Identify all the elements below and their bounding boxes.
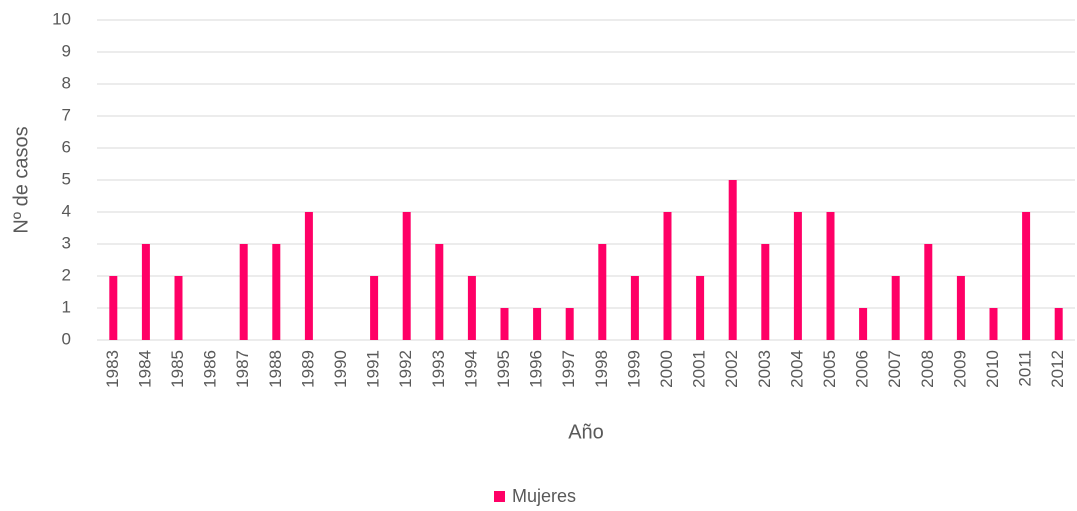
bar xyxy=(533,308,542,340)
legend-swatch xyxy=(494,491,505,502)
x-tick-label: 1994 xyxy=(461,350,480,388)
x-tick-label: 2000 xyxy=(657,350,676,388)
y-tick-label: 6 xyxy=(62,137,71,156)
x-tick-label: 2008 xyxy=(918,350,937,388)
x-tick-label: 1986 xyxy=(201,350,220,388)
x-tick-label: 2011 xyxy=(1016,350,1035,387)
bar xyxy=(956,276,965,340)
bar xyxy=(304,212,313,340)
bar xyxy=(598,244,607,340)
legend-label: Mujeres xyxy=(512,486,576,506)
bar xyxy=(663,212,672,340)
bar xyxy=(1022,212,1031,340)
bar xyxy=(859,308,868,340)
bar xyxy=(761,244,770,340)
y-tick-label: 4 xyxy=(62,201,71,220)
x-tick-label: 1997 xyxy=(559,350,578,388)
bar xyxy=(696,276,705,340)
x-tick-label: 2004 xyxy=(787,350,806,388)
x-tick-label: 1984 xyxy=(135,350,154,388)
x-tick-label: 2010 xyxy=(983,350,1002,388)
y-tick-label: 8 xyxy=(62,73,71,92)
bar xyxy=(989,308,998,340)
x-tick-label: 1995 xyxy=(494,350,513,388)
y-tick-label: 5 xyxy=(62,169,71,188)
y-tick-label: 3 xyxy=(62,233,71,252)
x-tick-label: 1999 xyxy=(624,350,643,388)
bar xyxy=(1054,308,1063,340)
bar xyxy=(630,276,639,340)
x-tick-label: 1985 xyxy=(168,350,187,388)
x-tick-label: 2003 xyxy=(755,350,774,388)
bar xyxy=(239,244,248,340)
bar xyxy=(402,212,411,340)
bar xyxy=(174,276,183,340)
y-axis-title: Nº de casos xyxy=(10,126,32,233)
y-tick-label: 2 xyxy=(62,265,71,284)
x-tick-label: 1996 xyxy=(527,350,546,388)
bar xyxy=(793,212,802,340)
x-tick-label: 1992 xyxy=(396,350,415,388)
bar xyxy=(109,276,118,340)
bar xyxy=(370,276,379,340)
y-tick-label: 1 xyxy=(62,297,71,316)
x-tick-label: 1998 xyxy=(592,350,611,388)
bar xyxy=(891,276,900,340)
x-tick-label: 1989 xyxy=(298,350,317,388)
bar xyxy=(141,244,150,340)
x-tick-label: 2012 xyxy=(1048,350,1067,388)
y-tick-label: 9 xyxy=(62,41,71,60)
x-tick-label: 2006 xyxy=(853,350,872,388)
x-tick-label: 1988 xyxy=(266,350,285,388)
x-tick-label: 1990 xyxy=(331,350,350,388)
bar xyxy=(435,244,444,340)
x-tick-label: 2001 xyxy=(690,350,709,388)
x-tick-label: 1987 xyxy=(233,350,252,388)
x-tick-label: 2007 xyxy=(885,350,904,388)
bar xyxy=(728,180,737,340)
x-axis-title: Año xyxy=(568,421,604,443)
bar xyxy=(924,244,933,340)
bar xyxy=(565,308,574,340)
x-tick-label: 2005 xyxy=(820,350,839,388)
x-tick-label: 1991 xyxy=(364,350,383,388)
bar xyxy=(500,308,509,340)
x-tick-label: 1983 xyxy=(103,350,122,388)
y-tick-label: 10 xyxy=(52,9,71,28)
x-tick-label: 2002 xyxy=(722,350,741,388)
y-tick-label: 0 xyxy=(62,329,71,348)
bar xyxy=(826,212,835,340)
bar xyxy=(272,244,281,340)
x-tick-label: 1993 xyxy=(429,350,448,388)
bar xyxy=(467,276,476,340)
y-tick-label: 7 xyxy=(62,105,71,124)
x-tick-label: 2009 xyxy=(950,350,969,388)
